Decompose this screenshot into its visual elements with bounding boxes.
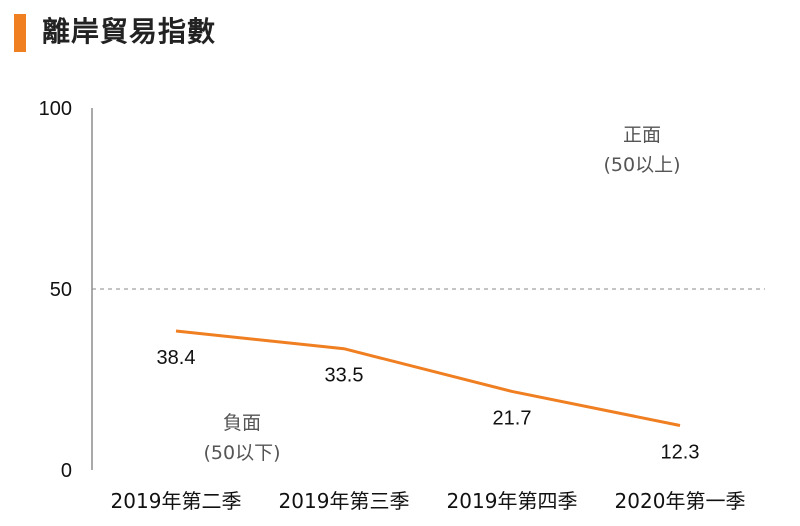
title-accent-bar	[14, 14, 26, 52]
data-labels: 38.4 33.5 21.7 12.3	[157, 347, 700, 463]
data-label: 33.5	[325, 365, 364, 387]
negative-zone-range: (50以下)	[203, 442, 280, 464]
x-category-label: 2019年第二季	[111, 489, 242, 513]
x-category-label: 2019年第四季	[447, 489, 578, 513]
chart-title: 離岸貿易指數	[42, 15, 217, 48]
data-label: 12.3	[661, 441, 700, 463]
positive-zone-range: (50以上)	[603, 154, 680, 176]
positive-zone-label: 正面	[623, 124, 661, 146]
y-tick-label: 50	[50, 279, 72, 301]
x-category-label: 2019年第三季	[279, 489, 410, 513]
x-category-label: 2020年第一季	[615, 489, 746, 513]
y-tick-label: 0	[61, 460, 72, 482]
series-line	[175, 329, 681, 427]
y-tick-label: 100	[39, 98, 72, 120]
data-label: 38.4	[157, 347, 196, 369]
y-tick-labels: 0 50 100	[39, 98, 72, 482]
x-category-labels: 2019年第二季 2019年第三季 2019年第四季 2020年第一季	[111, 489, 746, 513]
negative-zone-label: 負面	[223, 412, 261, 434]
data-label: 21.7	[493, 407, 532, 429]
